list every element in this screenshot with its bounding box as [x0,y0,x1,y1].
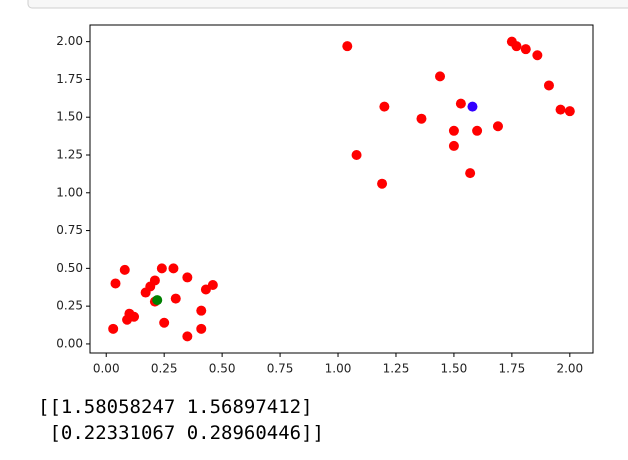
data-point [168,263,179,274]
data-point [555,104,566,115]
input-cell-border [27,0,628,9]
x-tick-label: 2.00 [556,362,583,376]
y-tick-label: 1.00 [56,185,83,199]
data-point [156,263,167,274]
data-point [379,101,390,112]
data-point [119,264,130,275]
y-tick-label: 0.00 [56,336,83,350]
data-point [140,287,151,298]
data-point [448,140,459,151]
chart: 0.00 0.25 0.50 0.75 1.00 1.25 1.50 1.75 2.00 0.00… [27,0,628,376]
x-tick-label: 0.75 [267,362,294,376]
data-point [200,284,211,295]
output-line: [[1.58058247 1.56897412] [38,396,313,418]
y-tick-label: 0.75 [56,223,83,237]
y-tick-label: 1.50 [56,110,83,124]
data-point [520,44,531,55]
data-point [448,125,459,136]
x-tick-label: 1.00 [325,362,352,376]
output-line: [0.22331067 0.28960446]] [38,422,324,444]
data-point [465,168,476,179]
data-point [196,323,207,334]
x-tick-label: 1.75 [499,362,526,376]
y-tick-label: 2.00 [56,34,83,48]
data-point [196,305,207,316]
x-tick-label: 0.00 [93,362,120,376]
plot-frame [89,24,594,354]
x-tick-label: 0.50 [209,362,236,376]
data-point [511,41,522,52]
data-point [455,98,466,109]
data-point [159,317,170,328]
y-tick-label: 1.75 [56,72,83,86]
data-point [472,125,483,136]
data-point [543,80,554,91]
data-point [467,101,478,112]
data-point [564,106,575,117]
y-tick-label: 0.50 [56,261,83,275]
data-point [435,71,446,82]
data-point [416,113,427,124]
data-point [108,323,119,334]
data-point [182,272,193,283]
data-point [342,41,353,52]
data-point [152,295,163,306]
x-tick-label: 1.50 [441,362,468,376]
data-point [110,278,121,289]
data-point [122,314,133,325]
y-tick-label: 1.25 [56,147,83,161]
y-tick-label: 0.25 [56,299,83,313]
data-point [532,50,543,61]
data-point [182,331,193,342]
data-point [351,149,362,160]
data-point [170,293,181,304]
data-point [377,178,388,189]
x-tick-label: 0.25 [151,362,178,376]
x-tick-label: 1.25 [383,362,410,376]
data-point [492,121,503,132]
